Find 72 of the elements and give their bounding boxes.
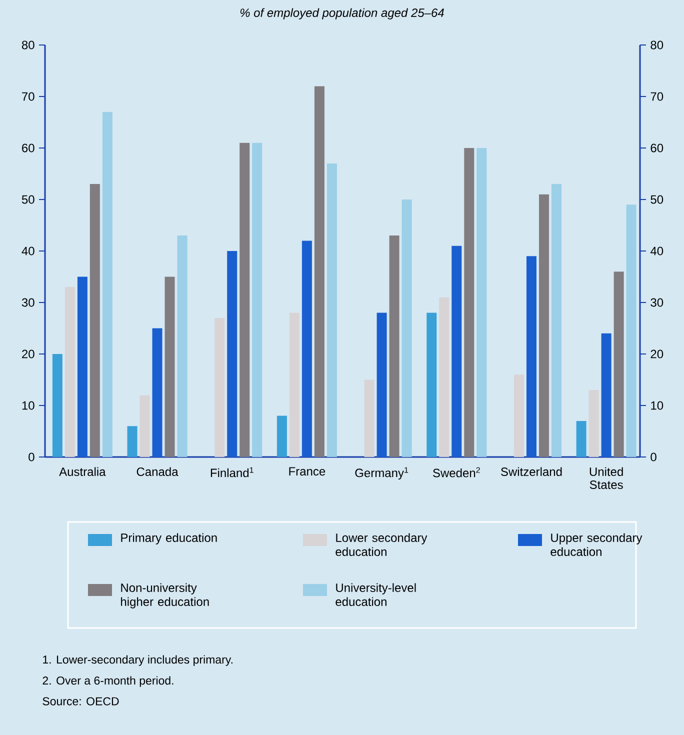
bar <box>476 148 487 458</box>
text: 2. Over a 6-month period. <box>42 676 174 687</box>
bar <box>64 287 75 458</box>
legend-label: University-level education <box>336 583 416 606</box>
y2-tick-label: 0 <box>650 452 656 462</box>
bar <box>376 312 387 458</box>
x-tick-label: Sweden$^{2}$ <box>433 467 480 478</box>
legend-label: Upper secondary education <box>550 533 642 556</box>
bar <box>601 333 612 458</box>
y2-tick-label: 30 <box>650 298 664 307</box>
bar <box>439 297 450 458</box>
bar <box>276 416 287 458</box>
y-tick-label: 80 <box>22 40 34 50</box>
legend-label: Lower secondary education <box>336 533 428 556</box>
y-tick-label: 50 <box>22 195 34 204</box>
x-tick-label: United States <box>590 467 623 490</box>
bar <box>626 204 636 458</box>
bar <box>326 163 337 458</box>
bar <box>538 194 549 458</box>
bar <box>252 142 262 458</box>
source-note: Source: OECD <box>42 697 119 706</box>
bar <box>52 354 62 458</box>
bar <box>452 246 462 458</box>
bar <box>526 256 536 458</box>
y2-tick-label: 70 <box>650 92 664 101</box>
bar <box>614 272 624 458</box>
bar <box>302 240 312 458</box>
chart-title: % of employed population aged 25–64 <box>240 8 444 20</box>
x-tick-label: Switzerland <box>501 467 562 476</box>
y-tick-label: 10 <box>22 401 34 410</box>
x-tick-label: Germany$^{1}$ <box>355 467 408 480</box>
bar <box>426 312 437 458</box>
bar <box>389 236 400 458</box>
bar <box>90 184 100 458</box>
bar <box>514 374 524 458</box>
y-tick-label: 20 <box>22 350 34 358</box>
legend-label: Non-university higher education <box>121 583 209 608</box>
y-tick-label: 60 <box>22 144 34 152</box>
bar <box>140 395 150 458</box>
y-tick-label: 70 <box>22 92 34 101</box>
legend-label: Primary education <box>121 533 217 544</box>
bar <box>289 312 300 458</box>
bar <box>177 236 188 458</box>
bar <box>402 200 412 458</box>
bar <box>314 86 324 458</box>
y2-tick-label: 60 <box>650 144 664 152</box>
x-tick-label: Australia <box>59 467 106 476</box>
y2-tick-label: 20 <box>650 350 664 358</box>
bar <box>152 328 162 458</box>
bar <box>240 142 250 458</box>
y2-tick-label: 40 <box>650 246 664 256</box>
bar <box>588 390 599 458</box>
bar <box>576 420 586 458</box>
text: 1. Lower-secondary includes primary. <box>43 655 232 666</box>
bar <box>551 184 562 458</box>
bar <box>214 318 225 458</box>
bar <box>127 426 138 458</box>
bar <box>164 276 175 458</box>
bar <box>364 380 374 458</box>
y-tick-label: 0 <box>28 452 34 462</box>
bar <box>102 112 112 458</box>
bar <box>227 251 238 458</box>
x-tick-label: France <box>289 467 326 476</box>
y2-tick-label: 80 <box>650 40 664 50</box>
x-tick-label: Canada <box>136 467 178 476</box>
bar <box>77 276 88 458</box>
x-tick-label: Finland$^{1}$ <box>210 467 254 478</box>
y2-tick-label: 10 <box>651 401 664 410</box>
y-tick-label: 40 <box>22 246 34 256</box>
bar <box>464 148 474 458</box>
y-tick-label: 30 <box>22 298 34 307</box>
y2-tick-label: 50 <box>650 195 664 204</box>
